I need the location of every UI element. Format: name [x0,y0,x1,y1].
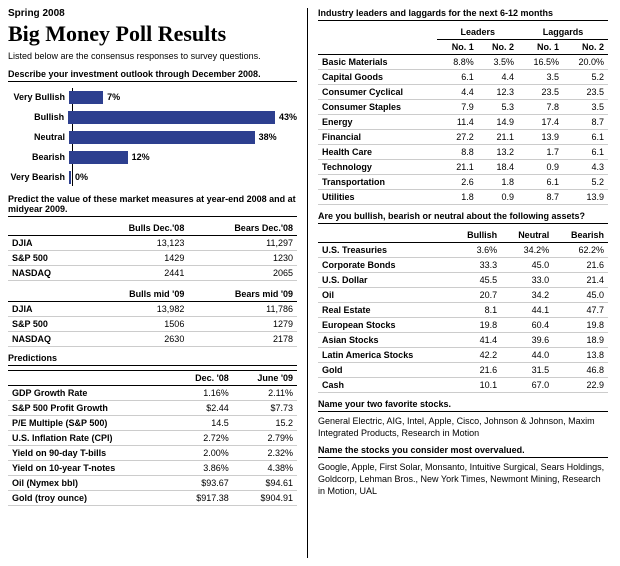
bar-pct: 43% [275,112,297,122]
table-row: Oil (Nymex bbl)$93.67$94.61 [8,475,297,490]
favorites-answer: General Electric, AIG, Intel, Apple, Cis… [318,416,608,439]
bar-fill [69,91,103,104]
bar-pct: 7% [103,92,120,102]
overvalued-answer: Google, Apple, First Solar, Monsanto, In… [318,462,608,497]
table-row: Financial27.221.113.96.1 [318,130,608,145]
measures-table: Bulls Dec.'08Bears Dec.'08DJIA13,12311,2… [8,221,297,347]
bar-pct: 0% [71,172,88,182]
subtitle: Listed below are the consensus responses… [8,51,297,61]
date-label: Spring 2008 [8,8,297,19]
page-title: Big Money Poll Results [8,21,297,47]
table-row: Consumer Cyclical4.412.323.523.5 [318,85,608,100]
section-measures: Predict the value of these market measur… [8,194,297,217]
bar-label: Very Bearish [9,172,69,182]
table-row: NASDAQ26302178 [8,331,297,346]
industry-table: LeadersLaggardsNo. 1No. 2No. 1No. 2Basic… [318,25,608,205]
table-row: Latin America Stocks42.244.013.8 [318,348,608,363]
left-column: Spring 2008 Big Money Poll Results Liste… [8,8,308,558]
bar-label: Bearish [9,152,69,162]
bar-row: Very Bullish7% [73,88,297,106]
bar-fill [69,151,128,164]
table-row: Oil20.734.245.0 [318,288,608,303]
section-favorites: Name your two favorite stocks. [318,399,608,412]
table-row: Cash10.167.022.9 [318,378,608,393]
table-row: Consumer Staples7.95.37.83.5 [318,100,608,115]
right-column: Industry leaders and laggards for the ne… [308,8,608,558]
table-row: Basic Materials8.8%3.5%16.5%20.0% [318,55,608,70]
table-row: Capital Goods6.14.43.55.2 [318,70,608,85]
table-row: Gold (troy ounce)$917.38$904.91 [8,490,297,505]
table-row: DJIA13,12311,297 [8,236,297,251]
bar-label: Neutral [9,132,69,142]
table-row: Yield on 10-year T-notes3.86%4.38% [8,460,297,475]
bar-row: Bearish12% [73,148,297,166]
bar-label: Bullish [9,112,68,122]
table-row: U.S. Dollar45.533.021.4 [318,273,608,288]
table-row: S&P 50014291230 [8,251,297,266]
table-row: NASDAQ24412065 [8,266,297,281]
bar-row: Bullish43% [73,108,297,126]
table-row: U.S. Inflation Rate (CPI)2.72%2.79% [8,430,297,445]
table-row: Energy11.414.917.48.7 [318,115,608,130]
table-row: Real Estate8.144.147.7 [318,303,608,318]
bar-fill [68,111,275,124]
table-row: Health Care8.813.21.76.1 [318,145,608,160]
table-row: GDP Growth Rate1.16%2.11% [8,385,297,400]
table-row: Corporate Bonds33.345.021.6 [318,258,608,273]
table-row: DJIA13,98211,786 [8,301,297,316]
bar-row: Neutral38% [73,128,297,146]
predictions-table: Dec. '08June '09GDP Growth Rate1.16%2.11… [8,370,297,506]
section-industry: Industry leaders and laggards for the ne… [318,8,608,21]
table-row: European Stocks19.860.419.8 [318,318,608,333]
bar-fill [69,131,255,144]
bar-pct: 12% [128,152,150,162]
section-assets: Are you bullish, bearish or neutral abou… [318,211,608,224]
bar-label: Very Bullish [9,92,69,102]
bar-row: Very Bearish0% [73,168,297,186]
assets-table: BullishNeutralBearishU.S. Treasuries3.6%… [318,228,608,393]
table-row: Technology21.118.40.94.3 [318,160,608,175]
section-overvalued: Name the stocks you consider most overva… [318,445,608,458]
table-row: S&P 500 Profit Growth$2.44$7.73 [8,400,297,415]
section-predictions: Predictions [8,353,297,366]
table-row: Transportation2.61.86.15.2 [318,175,608,190]
outlook-bar-chart: Very Bullish7% Bullish43% Neutral38% Bearis… [72,88,297,186]
section-outlook: Describe your investment outlook through… [8,69,297,82]
table-row: P/E Multiple (S&P 500)14.515.2 [8,415,297,430]
table-row: S&P 50015061279 [8,316,297,331]
bar-pct: 38% [255,132,277,142]
table-row: U.S. Treasuries3.6%34.2%62.2% [318,243,608,258]
table-row: Utilities1.80.98.713.9 [318,190,608,205]
table-row: Gold21.631.546.8 [318,363,608,378]
table-row: Yield on 90-day T-bills2.00%2.32% [8,445,297,460]
table-row: Asian Stocks41.439.618.9 [318,333,608,348]
